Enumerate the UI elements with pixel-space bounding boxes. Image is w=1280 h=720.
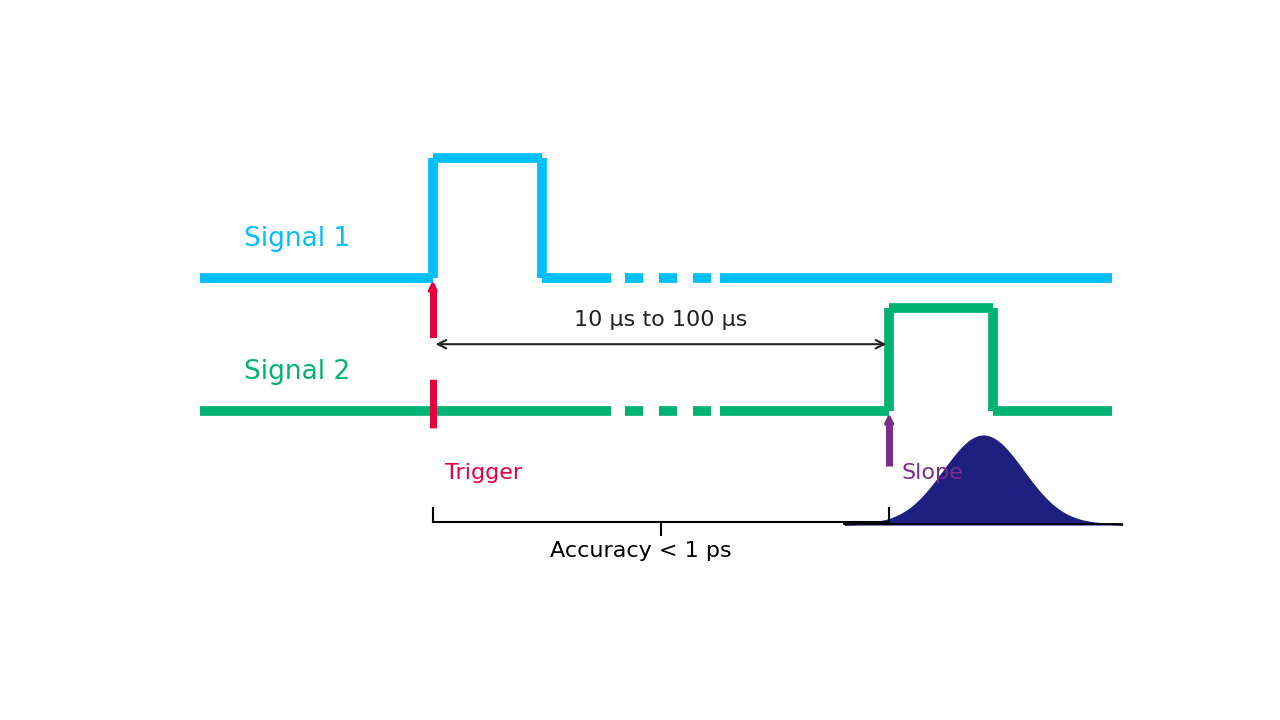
Text: Slope: Slope	[901, 464, 963, 483]
Text: 10 μs to 100 μs: 10 μs to 100 μs	[575, 310, 748, 330]
Text: Signal 1: Signal 1	[244, 226, 351, 252]
Text: Accuracy < 1 ps: Accuracy < 1 ps	[550, 541, 732, 561]
Text: Signal 2: Signal 2	[244, 359, 351, 385]
Text: Trigger: Trigger	[444, 464, 522, 483]
